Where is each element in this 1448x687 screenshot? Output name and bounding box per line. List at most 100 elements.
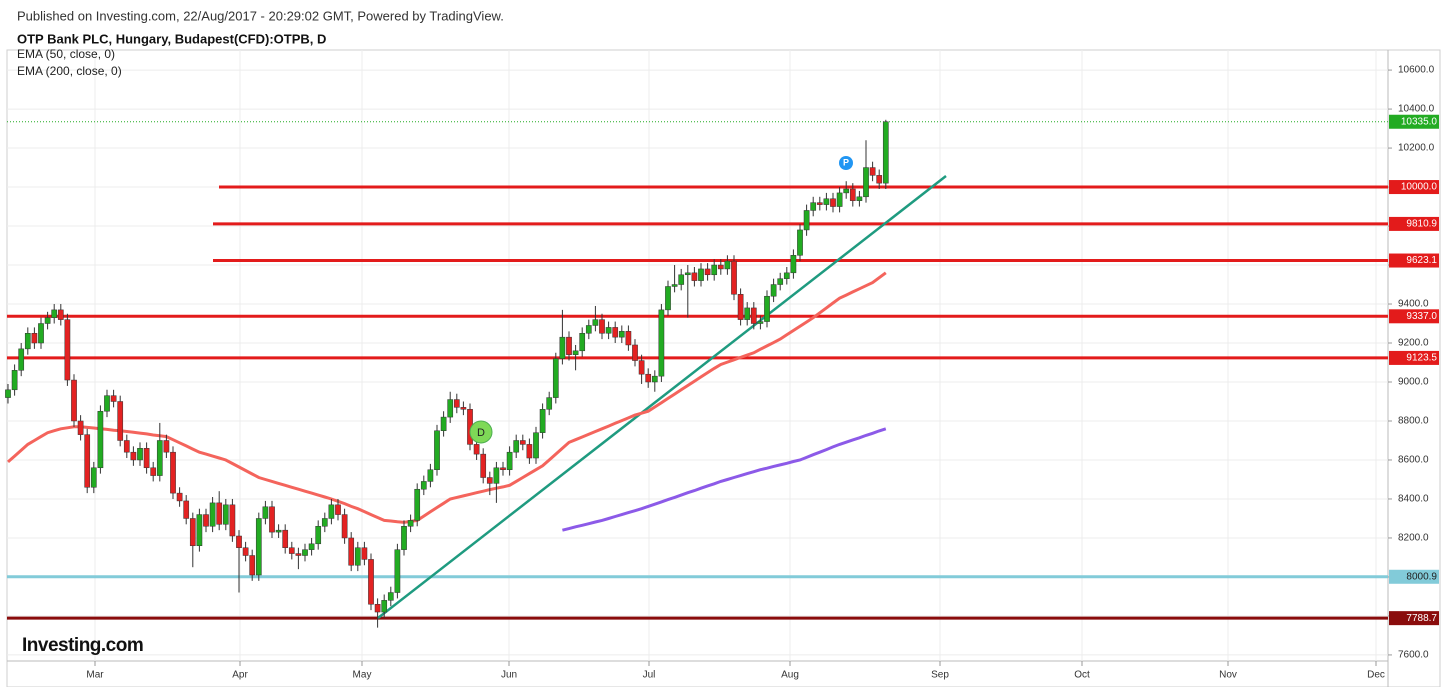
x-tick-label: May <box>353 670 372 681</box>
ema-line <box>7 271 887 524</box>
candle-body <box>750 307 757 324</box>
candle-body <box>123 440 130 453</box>
candle-body <box>513 440 520 453</box>
candle-body <box>460 407 467 410</box>
candle-body <box>348 537 355 566</box>
candle-body <box>519 440 526 445</box>
candle-body <box>836 192 843 207</box>
y-tick-label: 9400.0 <box>1398 299 1429 310</box>
candle-body <box>737 294 744 320</box>
candle-body <box>335 504 341 515</box>
candle-body <box>632 344 638 361</box>
candle-body <box>585 325 592 334</box>
candle-body <box>599 319 605 334</box>
level-label: 9123.5 <box>1406 353 1437 364</box>
grid <box>7 50 1388 661</box>
candle-body <box>810 202 817 211</box>
candle-body <box>24 333 31 350</box>
candle-body <box>447 399 454 418</box>
candle-body <box>592 319 599 326</box>
candle-body <box>658 309 665 377</box>
candle-body <box>566 336 572 355</box>
x-tick-label: Sep <box>931 670 949 681</box>
candle-body <box>783 272 790 279</box>
candle-body <box>77 420 84 435</box>
legend-entry: EMA (200, close, 0) <box>17 64 122 78</box>
candle-body <box>11 370 18 391</box>
x-tick-label: Nov <box>1219 670 1237 681</box>
candle-body <box>651 375 658 383</box>
candle-body <box>717 264 724 270</box>
y-tick-label: 8800.0 <box>1398 416 1429 427</box>
candle-body <box>500 467 506 470</box>
published-note: Published on Investing.com, 22/Aug/2017 … <box>17 8 504 23</box>
candle-body <box>638 360 645 375</box>
candle-body <box>308 543 315 550</box>
level-label-box <box>1389 569 1439 584</box>
candle-body <box>150 467 157 476</box>
candle-body <box>203 514 209 527</box>
candle-body <box>605 327 612 334</box>
annotation-label: P <box>843 157 849 167</box>
candle-body <box>269 506 275 533</box>
candle-body <box>71 379 77 422</box>
candle-body <box>222 504 229 525</box>
y-tick-label: 7600.0 <box>1398 650 1429 661</box>
candle-body <box>427 469 434 482</box>
candle-body <box>757 321 764 324</box>
candle-body <box>196 514 203 547</box>
candle-body <box>156 440 163 476</box>
candle-body <box>645 373 652 383</box>
candle-body <box>506 451 513 470</box>
candle-body <box>401 526 407 550</box>
candle-body <box>64 319 71 381</box>
candle-body <box>770 284 777 297</box>
level-label-box <box>1389 350 1439 365</box>
trend-line <box>377 175 947 619</box>
candle-body <box>341 514 348 539</box>
candle-body <box>816 202 823 205</box>
candle-body <box>236 535 242 548</box>
y-tick-label: 8600.0 <box>1398 455 1429 466</box>
candle-body <box>90 467 97 488</box>
candle-body <box>31 333 38 344</box>
annotation-marker <box>469 420 493 444</box>
x-tick-label: Jun <box>501 670 517 681</box>
candle-body <box>170 451 176 494</box>
candle-body <box>480 453 487 478</box>
candle-body <box>777 278 784 285</box>
candle-body <box>5 389 11 398</box>
level-label: 9337.0 <box>1406 311 1437 322</box>
level-label-box <box>1389 611 1439 626</box>
x-tick-label: Jul <box>643 670 656 681</box>
candle-body <box>698 268 704 281</box>
candle-body <box>691 272 698 281</box>
candle-body <box>216 502 223 525</box>
level-label-box <box>1389 216 1439 231</box>
candle-body <box>612 327 619 338</box>
y-tick-label: 8400.0 <box>1398 494 1429 505</box>
candle-body <box>374 603 381 613</box>
candle-body <box>387 592 394 601</box>
plot <box>5 119 889 628</box>
candle-body <box>315 526 322 545</box>
candle-body <box>229 504 236 537</box>
candle-body <box>552 358 559 398</box>
level-label: 9623.1 <box>1406 255 1437 266</box>
candle-body <box>823 198 830 205</box>
y-tick-label: 10600.0 <box>1398 65 1435 76</box>
candle-body <box>97 410 104 469</box>
candle-body <box>275 529 282 533</box>
candle-body <box>328 504 335 519</box>
candle-body <box>830 198 836 207</box>
candle-body <box>18 348 25 371</box>
candle-body <box>546 397 553 410</box>
y-tick-label: 9000.0 <box>1398 377 1429 388</box>
candle-body <box>533 432 539 459</box>
candle-body <box>731 260 737 295</box>
candle-body <box>414 488 421 521</box>
candle-body <box>559 336 566 359</box>
candle-body <box>255 518 262 576</box>
candle-body <box>189 518 196 547</box>
